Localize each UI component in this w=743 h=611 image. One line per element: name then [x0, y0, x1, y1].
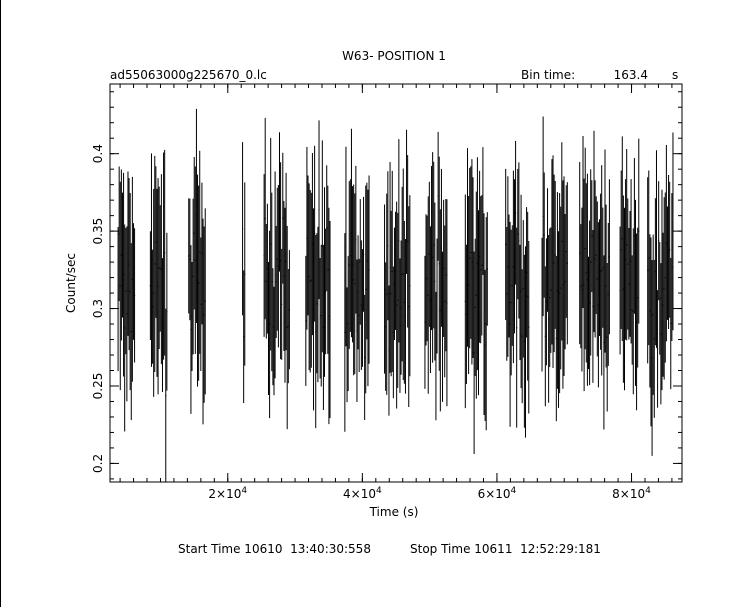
data-segment [242, 142, 246, 403]
bin-time-value: 163.4 [614, 68, 648, 82]
tick-labels: 2×104 4×104 6×104 8×104 0.2 0.25 0.3 0.35 0.4 [91, 144, 651, 501]
y-tick-label: 0.4 [91, 144, 105, 163]
data-segment [647, 132, 674, 456]
x-tick-label: 6×104 [478, 486, 517, 501]
x-tick-label: 4×104 [343, 486, 382, 501]
data-segment [188, 108, 206, 425]
data-segment [541, 116, 568, 422]
data-segment [149, 149, 168, 482]
y-tick-label: 0.3 [91, 299, 105, 318]
data-segment [384, 129, 411, 416]
data-segment [263, 117, 290, 430]
y-tick-label: 0.35 [91, 218, 105, 245]
bin-time-unit: s [672, 68, 678, 82]
data-segment [579, 130, 610, 430]
data-segment [619, 136, 640, 411]
y-tick-label: 0.2 [91, 454, 105, 473]
start-time-text: Start Time 10610 13:40:30:558 [178, 542, 371, 556]
data-segment [305, 120, 331, 429]
data-segment [117, 166, 136, 432]
data-segment [464, 147, 488, 455]
file-label: ad55063000g225670_0.lc [110, 68, 267, 82]
plot-frame [109, 83, 683, 483]
light-curve-series [117, 108, 674, 482]
x-tick-label: 8×104 [612, 486, 651, 501]
axis-ticks [110, 84, 682, 482]
bin-time-label: Bin time: [521, 68, 575, 82]
x-tick-label: 2×104 [208, 486, 247, 501]
data-segment [344, 128, 370, 432]
window-edge [0, 0, 1, 607]
data-segment [424, 131, 448, 421]
chart-title: W63- POSITION 1 [342, 49, 446, 63]
stop-time-text: Stop Time 10611 12:52:29:181 [410, 542, 601, 556]
x-axis-label: Time (s) [369, 505, 419, 519]
y-tick-label: 0.25 [91, 373, 105, 400]
data-segment [505, 141, 530, 438]
y-axis-label: Count/sec [64, 253, 78, 313]
